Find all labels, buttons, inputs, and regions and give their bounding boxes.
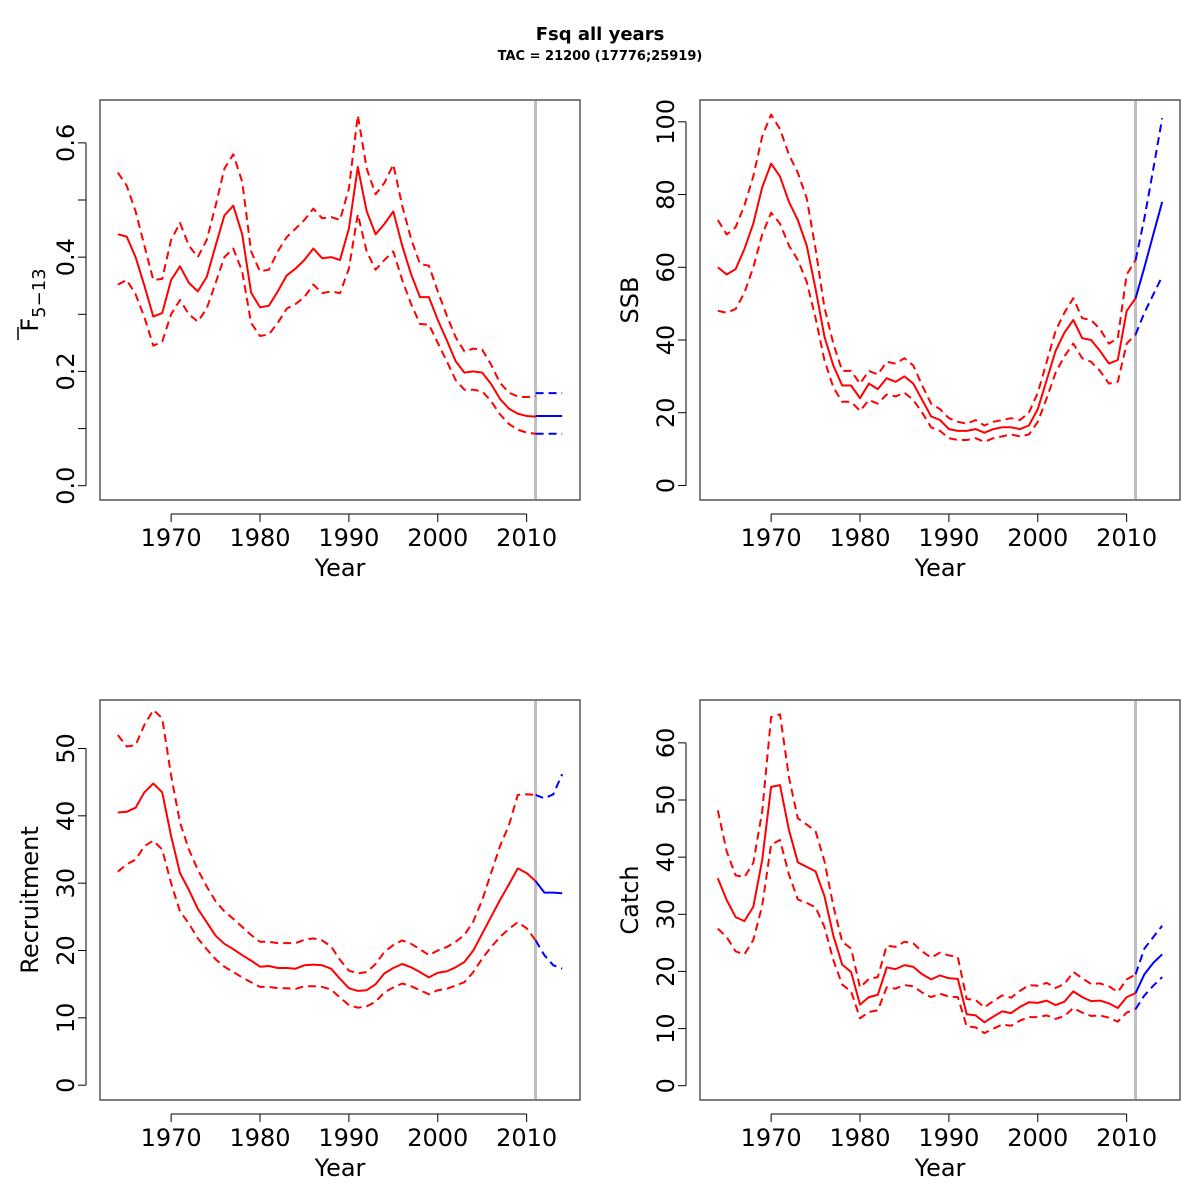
plot-frame xyxy=(699,99,1181,501)
series-group xyxy=(716,113,1164,443)
panel-ssb: 1970 1980 1990 2000 2010 0 20 40 60 80 100 Year SSB xyxy=(616,99,1181,582)
y-tick-label: 0.4 xyxy=(52,238,80,276)
forecast-bound-line xyxy=(1134,925,1163,975)
historic-bound-line xyxy=(717,839,1136,1035)
x-tick-label: 1980 xyxy=(229,524,290,552)
historic-bound-line xyxy=(716,113,1137,427)
y-tick-label: 50 xyxy=(52,733,80,764)
panel-fbar: 1970 1980 1990 2000 2010 0.0 0.2 0.4 0.6 Year F5−1… xyxy=(16,99,581,582)
y-tick-label: 0 xyxy=(652,478,680,493)
x-tick-label: 1970 xyxy=(141,1124,202,1152)
x-tick-label: 1980 xyxy=(829,524,890,552)
series-group xyxy=(116,114,563,435)
x-tick-label: 2010 xyxy=(496,1124,557,1152)
x-tick-label: 1970 xyxy=(741,1124,802,1152)
historic-median-line xyxy=(117,782,537,992)
y-tick-label: 50 xyxy=(652,785,680,816)
y-tick-label: 60 xyxy=(652,728,680,759)
x-tick-label: 2000 xyxy=(1007,524,1068,552)
y-tick-label: 20 xyxy=(652,956,680,987)
x-axis-label: Year xyxy=(914,554,966,582)
y-tick-label: 30 xyxy=(52,868,80,899)
plot-frame xyxy=(99,99,581,501)
historic-median-line xyxy=(117,165,536,418)
y-tick-label: 40 xyxy=(652,842,680,873)
y-tick-label: 40 xyxy=(652,325,680,356)
series-group xyxy=(117,709,564,1009)
historic-bound-line xyxy=(117,213,536,435)
forecast-median-line xyxy=(1134,201,1164,299)
x-tick-label: 2000 xyxy=(407,524,468,552)
y-axis-label: Recruitment xyxy=(16,826,44,973)
historic-median-line xyxy=(717,162,1137,434)
forecast-bound-line xyxy=(535,773,564,800)
panel-catch: 1970 1980 1990 2000 2010 0 10 20 30 40 50 60 Year Cat… xyxy=(616,699,1181,1182)
chart-panels: 1970 1980 1990 2000 20100.00.20.40.6YearF5−1… xyxy=(16,99,1181,1182)
y-tick-label: 0 xyxy=(652,1078,680,1093)
x-tick-label: 1980 xyxy=(229,1124,290,1152)
y-tick-label: 0 xyxy=(52,1078,80,1093)
historic-bound-line xyxy=(117,839,537,1009)
x-tick-label: 1970 xyxy=(141,524,202,552)
x-tick-label: 2010 xyxy=(1096,1124,1157,1152)
y-tick-label: 20 xyxy=(52,935,80,966)
x-tick-label: 2010 xyxy=(1096,524,1157,552)
x-tick-label: 1970 xyxy=(741,524,802,552)
x-tick-label: 1990 xyxy=(918,524,979,552)
y-tick-label: 0.6 xyxy=(52,124,80,162)
x-tick-label: 2000 xyxy=(1007,1124,1068,1152)
x-tick-label: 1990 xyxy=(318,1124,379,1152)
y-tick-label: 40 xyxy=(52,801,80,832)
y-tick-label: 60 xyxy=(652,252,680,283)
y-axis-label-subscript: 5−13 xyxy=(29,268,50,317)
plot-frame xyxy=(99,699,581,1101)
y-tick-label: 20 xyxy=(652,397,680,428)
x-tick-label: 1990 xyxy=(318,524,379,552)
panel-recruitment: 1970 1980 1990 2000 2010 0 10 20 30 40 50 Year Recru… xyxy=(16,699,581,1182)
x-tick-label: 2010 xyxy=(496,524,557,552)
x-axis-label: Year xyxy=(914,1154,966,1182)
y-tick-label: 0.2 xyxy=(52,352,80,390)
figure-subtitle: TAC = 21200 (17776;25919) xyxy=(498,49,703,64)
forecast-bound-line xyxy=(534,939,563,970)
x-tick-label: 2000 xyxy=(407,1124,468,1152)
forecast-bound-line xyxy=(1134,275,1164,335)
forecast-median-line xyxy=(1134,953,1163,994)
historic-bound-line xyxy=(116,114,536,399)
y-axis-label: SSB xyxy=(616,277,644,324)
y-tick-label: 0.0 xyxy=(52,467,80,505)
y-tick-label: 10 xyxy=(52,1003,80,1034)
series-group xyxy=(716,713,1163,1035)
y-tick-label: 30 xyxy=(652,899,680,930)
historic-median-line xyxy=(716,784,1137,1024)
historic-bound-line xyxy=(716,713,1137,1009)
x-tick-label: 1990 xyxy=(918,1124,979,1152)
plot-frame xyxy=(699,699,1181,1101)
forecast-bound-line xyxy=(1134,976,1163,1010)
y-axis-label: F5−13 xyxy=(16,268,50,331)
y-tick-label: 100 xyxy=(652,99,680,145)
x-axis-label: Year xyxy=(314,554,366,582)
y-tick-label: 10 xyxy=(652,1013,680,1044)
y-tick-label: 80 xyxy=(652,179,680,210)
x-axis-label: Year xyxy=(314,1154,366,1182)
y-axis-label: Catch xyxy=(616,865,644,934)
figure-title: Fsq all years xyxy=(536,24,665,45)
forecast-median-line xyxy=(534,880,563,895)
forecast-bound-line xyxy=(1134,118,1164,261)
x-tick-label: 1980 xyxy=(829,1124,890,1152)
y-axis-label-main: F xyxy=(16,318,44,332)
historic-bound-line xyxy=(717,211,1137,443)
historic-bound-line xyxy=(117,709,536,975)
